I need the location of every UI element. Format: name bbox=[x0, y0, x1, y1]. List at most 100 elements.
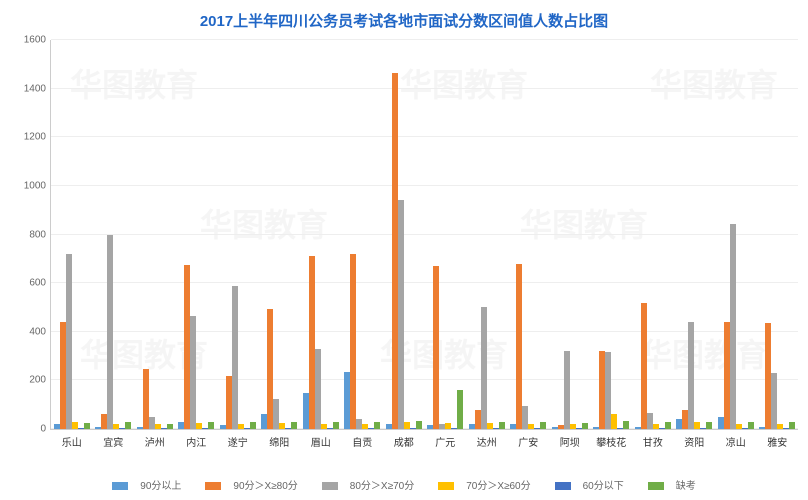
bar bbox=[416, 421, 422, 430]
bar bbox=[208, 422, 214, 429]
bar bbox=[350, 254, 356, 429]
bar bbox=[499, 422, 505, 429]
legend-label: 80分＞X≥70分 bbox=[350, 477, 414, 492]
y-axis-label: 0 bbox=[40, 424, 51, 435]
bar bbox=[582, 423, 588, 429]
bar-group: 资阳 bbox=[674, 40, 716, 429]
y-axis-label: 400 bbox=[29, 326, 51, 337]
legend-label: 70分＞X≥60分 bbox=[466, 477, 530, 492]
x-axis-label: 广元 bbox=[435, 429, 455, 449]
y-axis-label: 1400 bbox=[24, 83, 51, 94]
bar bbox=[481, 307, 487, 429]
bar bbox=[107, 235, 113, 430]
bar-group: 自贡 bbox=[342, 40, 384, 429]
bar-group: 乐山 bbox=[51, 40, 93, 429]
legend-item: 90分以上 bbox=[106, 477, 187, 492]
x-axis-label: 雅安 bbox=[767, 429, 787, 449]
bar-group: 阿坝 bbox=[549, 40, 591, 429]
bar-group: 绵阳 bbox=[259, 40, 301, 429]
bar bbox=[516, 264, 522, 429]
bar bbox=[748, 422, 754, 429]
legend-item: 90分＞X≥80分 bbox=[199, 477, 303, 492]
x-axis-label: 遂宁 bbox=[228, 429, 248, 449]
plot-area: 02004006008001000120014001600乐山宜宾泸州内江遂宁绵… bbox=[50, 40, 798, 430]
legend-swatch bbox=[322, 482, 338, 490]
bar bbox=[374, 422, 380, 429]
bar-group: 泸州 bbox=[134, 40, 176, 429]
bar-group: 凉山 bbox=[715, 40, 757, 429]
legend-swatch bbox=[205, 482, 221, 490]
bar bbox=[167, 424, 173, 429]
bar bbox=[125, 422, 131, 429]
bar bbox=[333, 422, 339, 429]
x-axis-label: 自贡 bbox=[352, 429, 372, 449]
legend-item: 60分以下 bbox=[549, 477, 630, 492]
legend-label: 60分以下 bbox=[583, 477, 624, 492]
legend-label: 90分以上 bbox=[140, 477, 181, 492]
bar-group: 内江 bbox=[176, 40, 218, 429]
y-axis-label: 200 bbox=[29, 375, 51, 386]
legend-swatch bbox=[438, 482, 454, 490]
bar bbox=[641, 303, 647, 429]
bar bbox=[250, 422, 256, 429]
bar-group: 达州 bbox=[466, 40, 508, 429]
bar bbox=[564, 351, 570, 429]
legend-swatch bbox=[555, 482, 571, 490]
bar bbox=[730, 224, 736, 429]
bar bbox=[789, 422, 795, 429]
bar bbox=[433, 266, 439, 429]
bar bbox=[623, 421, 629, 430]
bar bbox=[84, 423, 90, 429]
x-axis-label: 达州 bbox=[477, 429, 497, 449]
legend-item: 70分＞X≥60分 bbox=[432, 477, 536, 492]
chart-title: 2017上半年四川公务员考试各地市面试分数区间值人数占比图 bbox=[0, 10, 808, 31]
legend-swatch bbox=[112, 482, 128, 490]
interview-score-bar-chart: 2017上半年四川公务员考试各地市面试分数区间值人数占比图 华图教育 华图教育 … bbox=[0, 0, 808, 500]
y-axis-label: 1000 bbox=[24, 180, 51, 191]
x-axis-label: 凉山 bbox=[726, 429, 746, 449]
bar bbox=[291, 422, 297, 429]
x-axis-label: 眉山 bbox=[311, 429, 331, 449]
bar-group: 甘孜 bbox=[632, 40, 674, 429]
x-axis-label: 资阳 bbox=[684, 429, 704, 449]
x-axis-label: 内江 bbox=[186, 429, 206, 449]
y-axis-label: 1600 bbox=[24, 35, 51, 46]
x-axis-label: 宜宾 bbox=[103, 429, 123, 449]
bar-group: 宜宾 bbox=[93, 40, 135, 429]
legend-item: 80分＞X≥70分 bbox=[316, 477, 420, 492]
bar bbox=[540, 422, 546, 429]
bar-group: 成都 bbox=[383, 40, 425, 429]
x-axis-label: 泸州 bbox=[145, 429, 165, 449]
legend-swatch bbox=[648, 482, 664, 490]
bar bbox=[706, 422, 712, 429]
x-axis-label: 甘孜 bbox=[643, 429, 663, 449]
bar bbox=[771, 373, 777, 429]
bar-group: 攀枝花 bbox=[591, 40, 633, 429]
bar bbox=[398, 200, 404, 429]
x-axis-label: 广安 bbox=[518, 429, 538, 449]
legend-item: 缺考 bbox=[642, 477, 702, 492]
legend: 90分以上 90分＞X≥80分 80分＞X≥70分 70分＞X≥60分 60分以下 缺考 bbox=[0, 477, 808, 492]
bar bbox=[315, 349, 321, 429]
y-axis-label: 800 bbox=[29, 229, 51, 240]
y-axis-label: 600 bbox=[29, 278, 51, 289]
bar bbox=[232, 286, 238, 429]
bar-group: 眉山 bbox=[300, 40, 342, 429]
bar bbox=[66, 254, 72, 429]
bar-group: 广安 bbox=[508, 40, 550, 429]
x-axis-label: 绵阳 bbox=[269, 429, 289, 449]
legend-label: 90分＞X≥80分 bbox=[233, 477, 297, 492]
y-axis-label: 1200 bbox=[24, 132, 51, 143]
x-axis-label: 攀枝花 bbox=[596, 429, 626, 449]
bar-group: 广元 bbox=[425, 40, 467, 429]
bar bbox=[665, 422, 671, 429]
bar bbox=[688, 322, 694, 429]
bar-group: 遂宁 bbox=[217, 40, 259, 429]
bar bbox=[190, 316, 196, 429]
bar-group: 雅安 bbox=[757, 40, 799, 429]
x-axis-label: 阿坝 bbox=[560, 429, 580, 449]
x-axis-label: 乐山 bbox=[62, 429, 82, 449]
bar bbox=[457, 390, 463, 429]
x-axis-label: 成都 bbox=[394, 429, 414, 449]
legend-label: 缺考 bbox=[676, 477, 696, 492]
